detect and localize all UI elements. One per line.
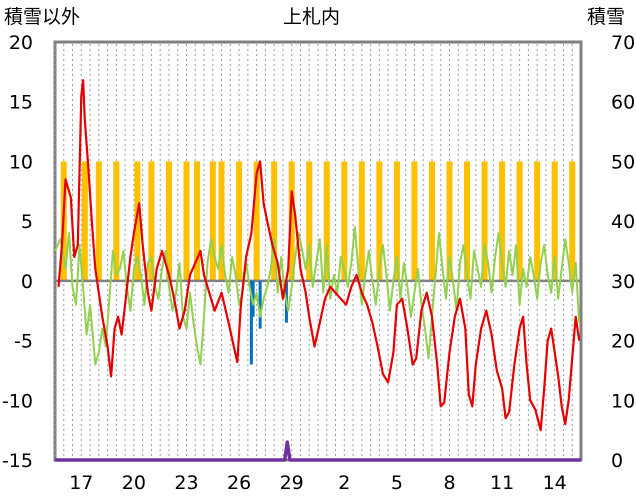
- x-tick-label: 5: [391, 472, 403, 494]
- sunshine-bar: [569, 161, 576, 281]
- y-left-tick-label: 5: [21, 211, 33, 233]
- y-left-tick-label: 15: [9, 92, 33, 114]
- snow-depth-line: [55, 440, 581, 462]
- chart-title: 上札内: [283, 6, 341, 28]
- y-right-tick-label: 50: [611, 151, 635, 173]
- y-left-tick-label: 0: [21, 271, 33, 293]
- sunshine-bar: [134, 161, 141, 281]
- sunshine-bar: [499, 161, 506, 281]
- y-left-tick-label: -5: [14, 331, 33, 353]
- sunshine-bar: [323, 161, 330, 281]
- sunshine-bar: [253, 161, 260, 281]
- x-tick-label: 2: [338, 472, 350, 494]
- sunshine-bar: [194, 161, 201, 281]
- x-tick-label: 23: [174, 472, 198, 494]
- y-right-tick-label: 10: [611, 390, 635, 412]
- sunshine-bar: [393, 161, 400, 281]
- sunshine-bar: [148, 161, 155, 281]
- y-left-tick-label: -15: [2, 450, 33, 472]
- sunshine-bar: [209, 161, 216, 281]
- sunshine-bar: [411, 161, 418, 281]
- y-right-tick-label: 60: [611, 92, 635, 114]
- sunshine-series: [60, 161, 576, 281]
- sunshine-bar: [113, 161, 120, 281]
- y-left-tick-label: 10: [9, 151, 33, 173]
- y-right-tick-label: 70: [611, 32, 635, 54]
- x-tick-label: 29: [280, 472, 304, 494]
- x-tick-label: 14: [543, 472, 567, 494]
- y-right-tick-label: 40: [611, 211, 635, 233]
- sunshine-bar: [288, 161, 295, 281]
- sunshine-bar: [183, 161, 190, 281]
- x-tick-label: 8: [443, 472, 455, 494]
- sunshine-bar: [236, 161, 243, 281]
- y-right-tick-label: 20: [611, 331, 635, 353]
- sunshine-bar: [306, 161, 313, 281]
- sunshine-bar: [95, 161, 102, 281]
- sunshine-bar: [81, 161, 88, 281]
- sunshine-bar: [464, 161, 471, 281]
- y-right-axis-title: 積雪: [587, 6, 626, 28]
- y-left-axis-title: 積雪以外: [4, 6, 81, 28]
- grid-lines: [54, 44, 573, 458]
- y-left-tick-label: 20: [9, 32, 33, 54]
- y-left-tick-label: -10: [2, 390, 33, 412]
- x-tick-label: 26: [227, 472, 251, 494]
- x-tick-label: 20: [122, 472, 146, 494]
- sunshine-bar: [165, 161, 172, 281]
- x-tick-label: 11: [490, 472, 514, 494]
- sunshine-bar: [428, 161, 435, 281]
- sunshine-bar: [271, 161, 278, 281]
- y-right-tick-label: 0: [611, 450, 623, 472]
- temperature-series: [57, 79, 581, 432]
- sunshine-bar: [218, 161, 225, 281]
- sunshine-bar: [516, 161, 523, 281]
- snow-depth-series: [55, 440, 581, 462]
- x-tick-label: 17: [69, 472, 93, 494]
- sunshine-bar: [481, 161, 488, 281]
- sunshine-bar: [376, 161, 383, 281]
- sunshine-bar: [446, 161, 453, 281]
- sunshine-bar: [358, 161, 365, 281]
- temperature-line: [57, 79, 581, 432]
- y-right-tick-label: 30: [611, 271, 635, 293]
- sunshine-bar: [534, 161, 541, 281]
- sunshine-bar: [341, 161, 348, 281]
- sunshine-bar: [551, 161, 558, 281]
